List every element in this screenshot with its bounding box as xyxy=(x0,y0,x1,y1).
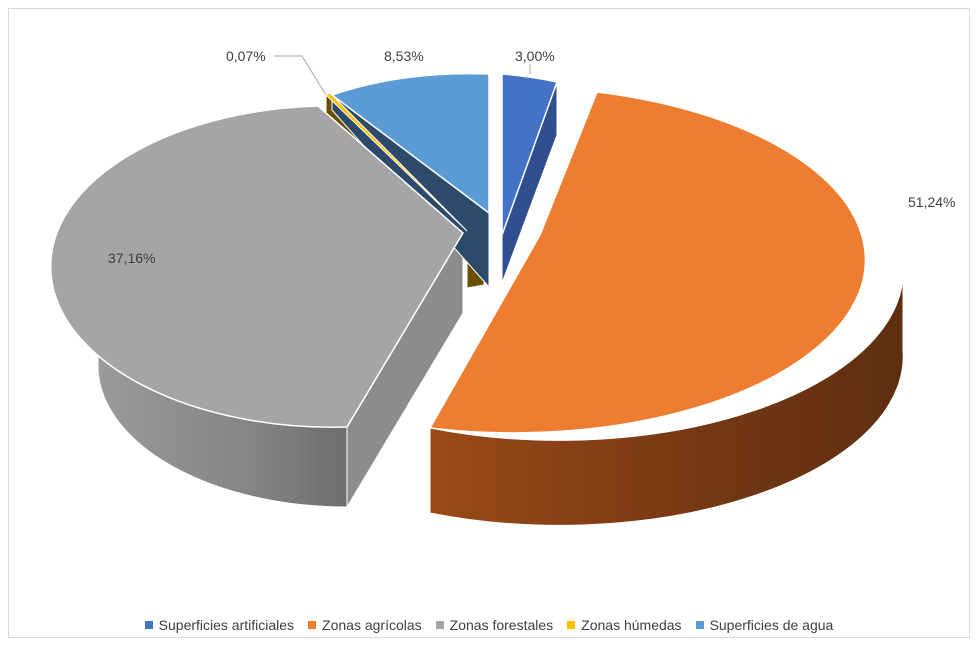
slice-zonas-humedas xyxy=(325,92,468,232)
legend-label: Superficies artificiales xyxy=(158,617,295,633)
data-label-zonas-forestales: 37,16% xyxy=(108,250,155,266)
legend-item-superficies-de-agua: Superficies de agua xyxy=(695,617,834,633)
legend-swatch xyxy=(308,621,317,629)
legend: Superficies artificiales Zonas agrícolas… xyxy=(0,617,978,633)
legend-label: Zonas forestales xyxy=(449,617,554,633)
slice-superficies-artificiales xyxy=(501,73,558,236)
legend-swatch xyxy=(695,621,704,629)
slice-zonas-agricolas xyxy=(428,91,867,434)
legend-item-superficies-artificiales: Superficies artificiales xyxy=(144,617,295,633)
legend-swatch xyxy=(144,621,153,629)
slice-superficies-de-agua xyxy=(330,72,490,215)
data-label-zonas-humedas: 0,07% xyxy=(226,48,266,64)
legend-item-zonas-agricolas: Zonas agrícolas xyxy=(308,617,422,633)
data-label-zonas-agricolas: 51,24% xyxy=(908,194,955,210)
legend-label: Zonas agrícolas xyxy=(322,617,422,633)
data-label-superficies-de-agua: 8,53% xyxy=(384,48,424,64)
legend-swatch xyxy=(435,621,444,629)
legend-item-zonas-humedas: Zonas húmedas xyxy=(567,617,682,633)
legend-label: Superficies de agua xyxy=(709,617,834,633)
leader-line-zonas-humedas xyxy=(274,55,327,96)
legend-swatch xyxy=(567,621,576,629)
slice-zonas-forestales xyxy=(49,105,464,428)
legend-label: Zonas húmedas xyxy=(581,617,682,633)
legend-item-zonas-forestales: Zonas forestales xyxy=(435,617,554,633)
data-label-superficies-artificiales: 3,00% xyxy=(515,48,555,64)
slice-side-zonas-agricolas xyxy=(429,267,904,526)
